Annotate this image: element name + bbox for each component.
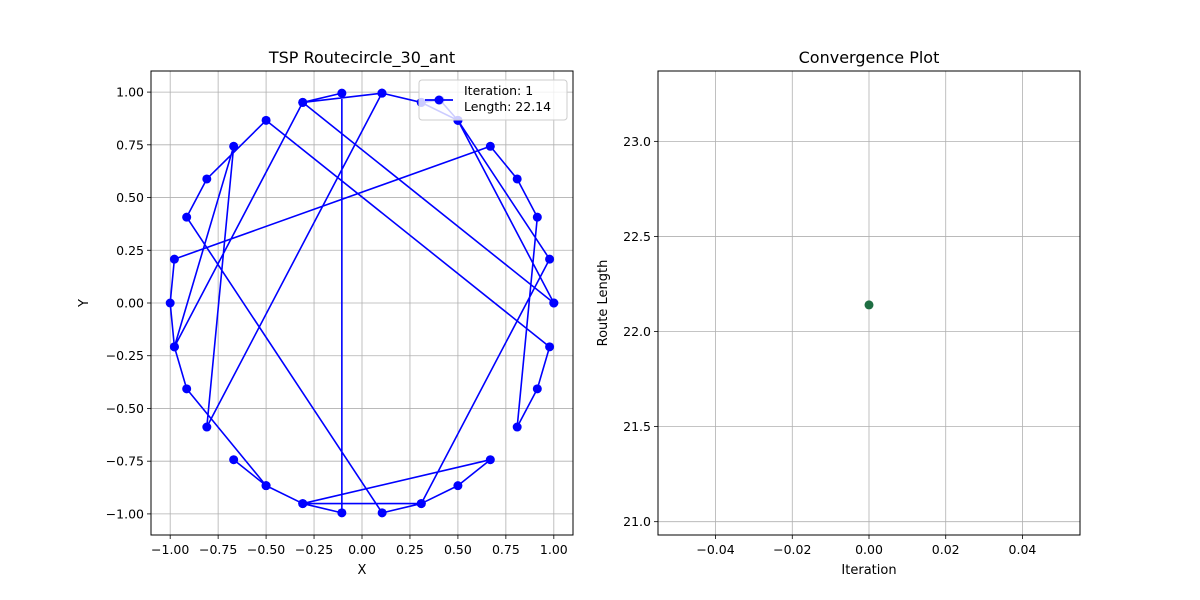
x-tick-label: 0.04	[1009, 542, 1037, 557]
y-tick-label: 0.25	[116, 243, 144, 258]
city-point	[416, 499, 426, 509]
legend-marker-swatch	[434, 95, 444, 105]
city-point	[337, 88, 347, 98]
y-tick-label: 21.0	[623, 514, 651, 529]
legend-iteration-text: Iteration: 1	[464, 83, 533, 98]
x-tick-label: 0.00	[348, 542, 376, 557]
city-point	[298, 499, 308, 509]
city-point	[512, 174, 522, 184]
city-point	[261, 481, 271, 491]
tsp-route-points	[165, 88, 559, 518]
tsp-route-title: TSP Routecircle_30_ant	[268, 48, 455, 68]
convergence-points	[864, 300, 874, 310]
y-tick-label: 0.50	[116, 190, 144, 205]
city-point	[453, 481, 463, 491]
x-tick-label: −0.50	[247, 542, 285, 557]
tsp-route-y-label: Y	[77, 299, 92, 308]
city-point	[549, 298, 559, 308]
convergence-y-label: Route Length	[596, 260, 611, 347]
tsp-route-x-label: X	[358, 563, 367, 578]
x-tick-label: 0.25	[396, 542, 424, 557]
city-point	[377, 88, 387, 98]
y-tick-label: −0.25	[106, 348, 144, 363]
x-tick-label: 0.00	[855, 542, 883, 557]
city-point	[182, 212, 192, 222]
y-tick-label: 23.0	[623, 134, 651, 149]
city-point	[202, 422, 212, 432]
x-tick-label: 0.50	[444, 542, 472, 557]
y-tick-label: 21.5	[623, 419, 651, 434]
convergence-x-label: Iteration	[841, 563, 896, 578]
city-point	[532, 384, 542, 394]
y-tick-label: 22.5	[623, 229, 651, 244]
city-point	[512, 422, 522, 432]
tsp-route-x-ticks: −1.00 −0.75 −0.50 −0.25 0.00 0.25 0.50 0.75 1.00	[151, 535, 568, 557]
city-point	[545, 342, 555, 352]
city-point	[169, 342, 179, 352]
x-tick-label: 0.75	[492, 542, 520, 557]
city-point	[202, 174, 212, 184]
x-tick-label: 0.02	[932, 542, 960, 557]
tsp-route-axes: TSP Routecircle_30_ant −1.00 −0.75 −0.50 −0…	[77, 48, 574, 578]
city-point	[229, 141, 239, 151]
y-tick-label: −0.50	[106, 401, 144, 416]
y-tick-label: 0.75	[116, 137, 144, 152]
y-tick-label: 1.00	[116, 85, 144, 100]
x-tick-label: −0.75	[199, 542, 237, 557]
legend-box	[418, 79, 568, 121]
y-tick-label: 0.00	[116, 296, 144, 311]
city-point	[229, 455, 239, 465]
x-tick-label: −1.00	[151, 542, 189, 557]
y-tick-label: −0.75	[106, 454, 144, 469]
city-point	[485, 455, 495, 465]
city-point	[337, 508, 347, 518]
x-tick-label: −0.25	[295, 542, 333, 557]
convergence-x-ticks: −0.04 −0.02 0.00 0.02 0.04	[696, 535, 1036, 557]
convergence-point	[864, 300, 874, 310]
convergence-axes: Convergence Plot −0.04 −0.02 0.00 0.02 0.04 …	[596, 48, 1081, 578]
x-tick-label: 1.00	[540, 542, 568, 557]
city-point	[165, 298, 175, 308]
x-tick-label: −0.02	[773, 542, 811, 557]
city-point	[545, 254, 555, 264]
city-point	[485, 141, 495, 151]
convergence-title: Convergence Plot	[799, 48, 940, 67]
legend-length-text: Length: 22.14	[464, 99, 551, 114]
convergence-grid	[658, 71, 1080, 535]
convergence-y-ticks: 21.0 21.5 22.0 22.5 23.0	[623, 134, 658, 529]
city-point	[182, 384, 192, 394]
tsp-route-y-ticks: −1.00 −0.75 −0.50 −0.25 0.00 0.25 0.50 0.75 1.00	[106, 85, 151, 521]
city-point	[298, 97, 308, 107]
x-tick-label: −0.04	[696, 542, 734, 557]
tsp-route-legend: Iteration: 1 Length: 22.14	[418, 79, 568, 121]
city-point	[377, 508, 387, 518]
city-point	[532, 212, 542, 222]
city-point	[261, 115, 271, 125]
city-point	[169, 254, 179, 264]
y-tick-label: 22.0	[623, 324, 651, 339]
y-tick-label: −1.00	[106, 506, 144, 521]
